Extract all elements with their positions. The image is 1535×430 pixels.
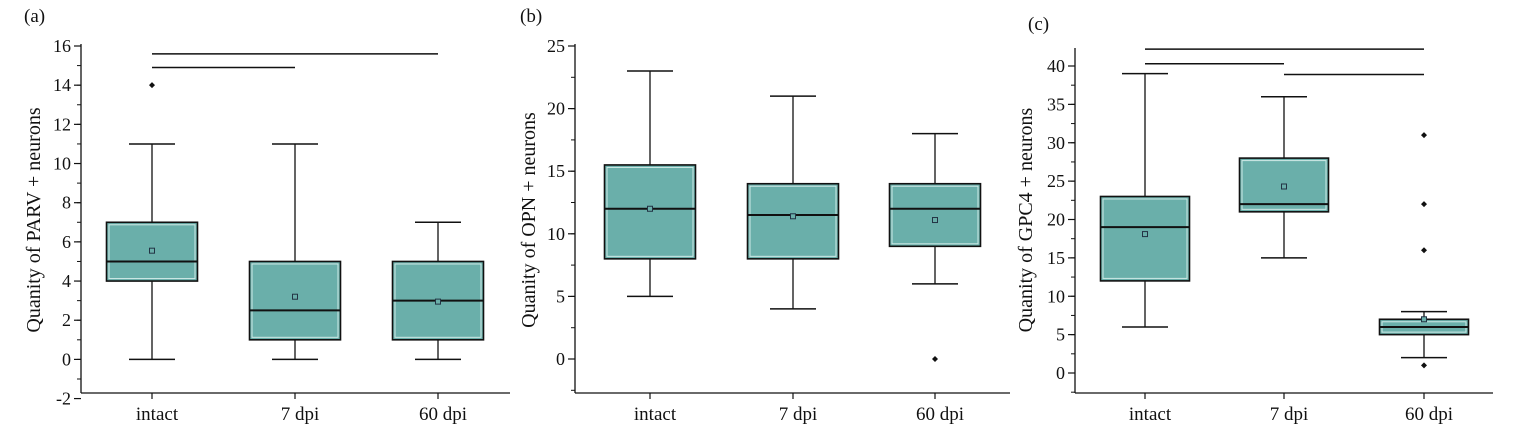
box-intact (1099, 72, 1191, 328)
box-inner-border (891, 185, 979, 245)
box-iqr (603, 164, 697, 260)
box-iqr (888, 182, 982, 248)
box-inner-border (251, 263, 339, 338)
mean-marker (292, 293, 298, 300)
y-tick-label: 25 (547, 36, 565, 56)
box-iqr (1238, 157, 1330, 213)
mean-marker (1421, 316, 1427, 323)
box-60-dpi (888, 132, 982, 362)
x-tick-label: 60 dpi (1405, 404, 1453, 425)
panel-a: (a) -2 0 2 4 6 8 10 12 14 16 Quanity of PARV + neur… (23, 6, 510, 425)
y-axis-label: Quanity of OPN + neurons (518, 112, 540, 328)
box-intact (603, 70, 697, 298)
box-7-dpi (746, 95, 840, 310)
box-iqr (746, 182, 840, 260)
panel-label: (a) (24, 6, 45, 27)
y-tick-label: 6 (62, 232, 71, 252)
y-tick-label: 5 (556, 286, 565, 306)
y-tick-label: 30 (1047, 133, 1065, 153)
box-inner-border (108, 224, 196, 280)
y-tick-label: 2 (62, 310, 71, 330)
y-tick-label: 35 (1047, 94, 1065, 114)
panel-label: (c) (1028, 14, 1049, 35)
box-intact (105, 82, 199, 361)
mean-marker (647, 205, 653, 212)
y-tick-label: 40 (1047, 56, 1065, 76)
box-inner-border (1102, 198, 1188, 279)
y-axis-label: Quanity of GPC4 + neurons (1015, 107, 1037, 332)
x-tick-label: 60 dpi (419, 404, 467, 425)
mean-marker (1142, 231, 1148, 238)
mean-marker (932, 217, 938, 224)
y-tick-label: 8 (62, 193, 71, 213)
box-iqr (248, 260, 342, 341)
box-iqr (1099, 195, 1191, 282)
outlier-point (1421, 247, 1427, 254)
mean-marker (1281, 183, 1287, 190)
y-tick-label: 16 (53, 36, 71, 56)
panel-c: (c) 0 5 10 15 20 25 30 35 40 Quanity of GPC4 + neu… (1015, 14, 1493, 425)
y-axis-label: Quanity of PARV + neurons (23, 107, 45, 332)
y-tick-label: 5 (1056, 325, 1065, 345)
x-tick-label: 7 dpi (1270, 404, 1309, 425)
y-tick-label: 15 (1047, 248, 1065, 268)
box-inner-border (606, 166, 694, 257)
y-tick-label: 0 (556, 349, 565, 369)
outlier-point (1421, 362, 1427, 369)
outlier-point (1421, 132, 1427, 139)
y-tick-label: 20 (547, 99, 565, 119)
mean-marker (149, 247, 155, 254)
y-tick-label: 20 (1047, 210, 1065, 230)
outlier-point (149, 82, 155, 89)
y-tick-label: 10 (1047, 286, 1065, 306)
outlier-point (932, 356, 938, 362)
box-inner-border (1241, 160, 1327, 210)
y-tick-label: 0 (1056, 363, 1065, 383)
y-tick-label: 25 (1047, 171, 1065, 191)
x-tick-label: 7 dpi (281, 404, 320, 425)
y-tick-label: 12 (53, 114, 71, 134)
x-tick-label: intact (136, 404, 179, 425)
y-tick-label: 15 (547, 161, 565, 181)
box-60-dpi (1378, 132, 1470, 369)
mean-marker (790, 213, 796, 220)
box-7-dpi (1238, 95, 1330, 259)
mean-marker (435, 298, 441, 305)
box-7-dpi (248, 143, 342, 361)
x-tick-label: 7 dpi (779, 404, 818, 425)
box-inner-border (749, 185, 837, 257)
outlier-point (1421, 201, 1427, 208)
y-tick-label: 4 (62, 271, 71, 291)
box-60-dpi (391, 221, 485, 361)
y-tick-label: 10 (53, 154, 71, 174)
x-tick-label: 60 dpi (916, 404, 964, 425)
y-tick-label: -2 (56, 389, 71, 409)
y-tick-label: 14 (53, 75, 71, 95)
y-tick-label: 10 (547, 224, 565, 244)
panel-b: (b) 0 5 10 15 20 25 Quanity of OPN + neurons int… (518, 6, 1010, 425)
x-tick-label: intact (634, 404, 677, 425)
y-tick-label: 0 (62, 349, 71, 369)
x-tick-label: intact (1129, 404, 1172, 425)
panel-label: (b) (520, 6, 542, 27)
